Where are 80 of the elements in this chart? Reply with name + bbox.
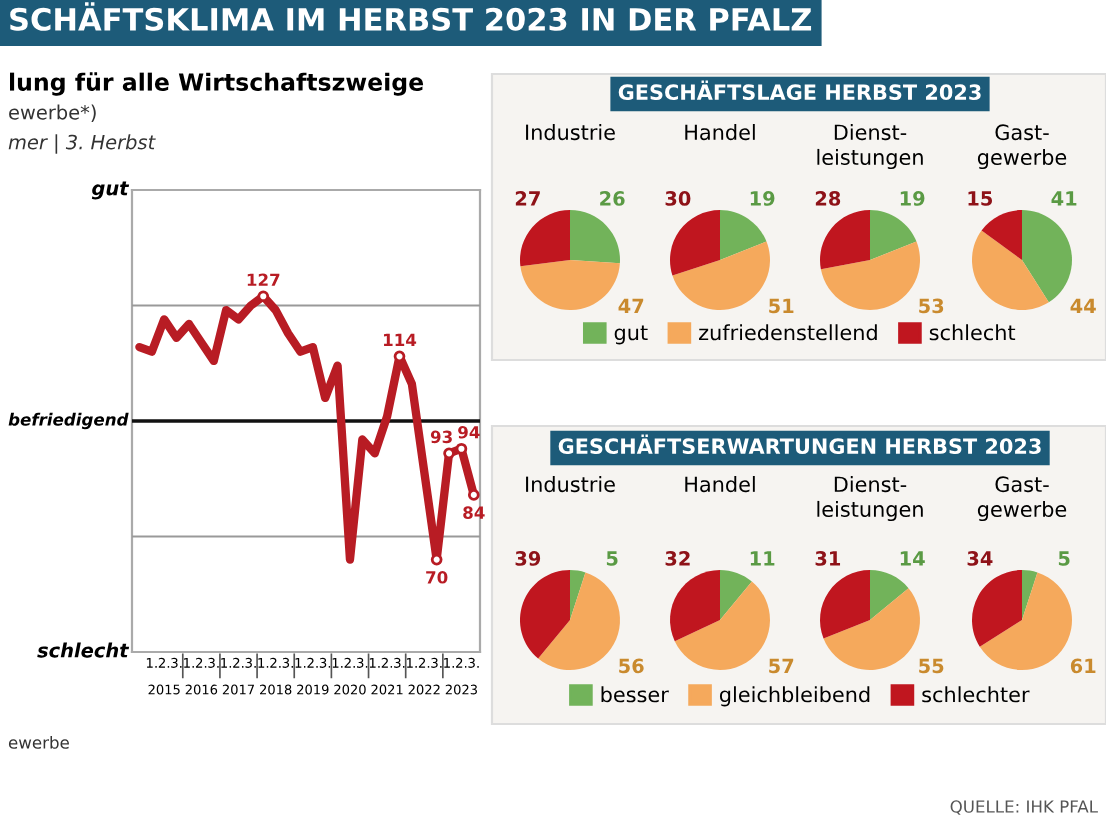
point bbox=[467, 489, 480, 501]
chart-title: Dienst- leistungen bbox=[817, 476, 923, 522]
legend-label: zufriedenstellend bbox=[699, 324, 877, 341]
data-label: 61 bbox=[1070, 658, 1096, 674]
pie-slice bbox=[820, 570, 870, 639]
pie-slice bbox=[672, 241, 770, 310]
chart-title: Industrie bbox=[526, 124, 615, 141]
pie-slice bbox=[981, 210, 1022, 260]
pie-slice bbox=[1022, 210, 1072, 303]
pie-slice bbox=[820, 241, 920, 310]
legend-label: gut bbox=[614, 325, 648, 345]
pie-slice bbox=[720, 210, 767, 260]
ref-line-label: befriedigend bbox=[8, 412, 129, 430]
data-label: 57 bbox=[769, 658, 794, 674]
data-label: 5 bbox=[1058, 551, 1070, 566]
data-label: 32 bbox=[665, 551, 690, 566]
data-label: 14 bbox=[900, 551, 925, 566]
pie-slice bbox=[520, 260, 620, 310]
data-label: 94 bbox=[458, 425, 480, 439]
text: ewerbe bbox=[8, 735, 69, 749]
pie-slice bbox=[520, 570, 570, 659]
data-label: 41 bbox=[1051, 191, 1077, 206]
data-label: 28 bbox=[815, 191, 841, 206]
pie-slice bbox=[820, 210, 870, 270]
data-label: 53 bbox=[919, 298, 944, 314]
data-label: 19 bbox=[900, 191, 925, 206]
source-note: QUELLE: IHK PFAL bbox=[950, 800, 1098, 815]
pie-slice bbox=[670, 570, 720, 642]
pie-slice bbox=[670, 210, 720, 276]
chart-title: Handel bbox=[685, 124, 755, 141]
data-label: 5 bbox=[606, 551, 618, 566]
text: ewerbe*) bbox=[9, 104, 96, 122]
chart-title: Gast- gewerbe bbox=[977, 124, 1067, 170]
text: mer | 3. Herbst bbox=[8, 134, 156, 154]
chart-title: Dienst- leistungen bbox=[817, 124, 923, 170]
data-label: 27 bbox=[515, 191, 540, 206]
pie-slice bbox=[870, 210, 917, 260]
pie-slice bbox=[972, 570, 1022, 647]
data-label: 44 bbox=[1070, 298, 1096, 313]
legend-label: gleichbleibend bbox=[719, 686, 870, 707]
data-label: 15 bbox=[968, 191, 993, 206]
data-label: 55 bbox=[919, 658, 944, 674]
data-label: 19 bbox=[750, 191, 775, 206]
data-label: 51 bbox=[769, 298, 794, 314]
data-label: 26 bbox=[600, 191, 625, 206]
data-label: 93 bbox=[430, 430, 452, 444]
data-label: 39 bbox=[515, 551, 541, 566]
pie-slice bbox=[823, 588, 920, 670]
chart-subtitle: GESCHÄFTSERWARTUNGEN HERBST 2023 bbox=[558, 434, 1041, 455]
data-label: 127 bbox=[247, 273, 280, 286]
pie-slice bbox=[1022, 570, 1038, 620]
pie-slice bbox=[674, 581, 770, 670]
pie-slice bbox=[979, 572, 1072, 670]
chart-title: Industrie bbox=[526, 476, 615, 493]
chart-title: Gast- gewerbe bbox=[977, 476, 1067, 522]
pie-slice bbox=[520, 210, 570, 267]
chart-title: Handel bbox=[685, 476, 755, 493]
chart-title: SCHÄFTSKLIMA IM HERBST 2023 IN DER PFALZ bbox=[10, 2, 812, 31]
pie-slice bbox=[870, 570, 909, 620]
data-label: 47 bbox=[618, 298, 644, 313]
chart-subtitle: lung für alle Wirtschaftszweige bbox=[9, 72, 424, 96]
data-label: 70 bbox=[426, 571, 448, 584]
chart-subtitle: GESCHÄFTSLAGE HERBST 2023 bbox=[618, 80, 981, 101]
text: schlecht bbox=[37, 642, 130, 658]
data-label: 114 bbox=[383, 333, 417, 346]
data-label: 11 bbox=[750, 551, 775, 566]
pie-slice bbox=[720, 570, 752, 620]
pie-slice bbox=[538, 572, 620, 670]
data-label: 34 bbox=[967, 551, 993, 566]
legend-label: schlecht bbox=[929, 324, 1016, 341]
data-label: 84 bbox=[463, 506, 485, 519]
pie-slice bbox=[570, 570, 586, 620]
data-label: 31 bbox=[815, 551, 841, 566]
text: gut bbox=[91, 181, 130, 200]
legend-label: besser bbox=[601, 686, 669, 703]
data-label: 56 bbox=[619, 658, 644, 674]
data-label: 30 bbox=[665, 191, 691, 206]
legend-label: schlechter bbox=[922, 686, 1030, 703]
pie-slice bbox=[972, 230, 1049, 310]
pie-slice bbox=[570, 210, 620, 264]
